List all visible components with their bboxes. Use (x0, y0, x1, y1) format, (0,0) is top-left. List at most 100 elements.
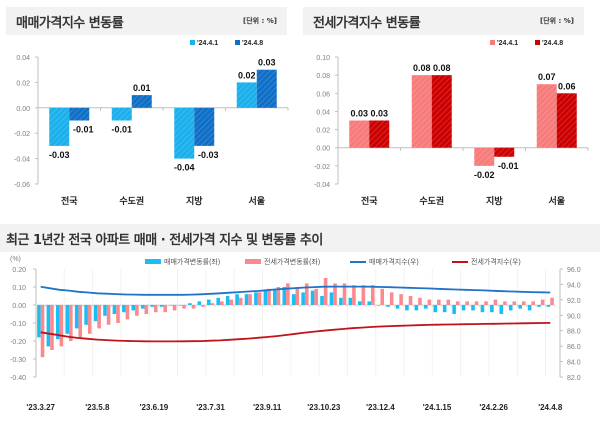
yearly-trend-chart: 0.20 0.10 0.00 -0.10 -0.20 -0.30 -0.40 (%) 96.0 9… (10, 256, 581, 412)
sale-rate-bar (395, 305, 400, 309)
sale-rate-bar (131, 305, 136, 311)
sale-rate-bar (527, 305, 532, 311)
sale-rate-bar (235, 294, 239, 305)
bar-수도권-1 (131, 95, 152, 108)
sale-rate-bar (320, 296, 324, 305)
sale-rate-bar (273, 288, 277, 305)
legend-swatch (245, 259, 261, 264)
y-tick-label: 0.00 (16, 106, 30, 113)
jeonse-rate-bar (172, 305, 177, 311)
sale-rate-bar (225, 296, 230, 305)
sale-rate-bar (499, 305, 504, 314)
jeonse-rate-bar (465, 301, 469, 305)
jeonse-rate-bar (446, 299, 451, 305)
sale-rate-bar (452, 305, 456, 314)
sale-rate-bar (37, 305, 41, 338)
jeonse-rate-bar (399, 294, 403, 305)
yearly-trend-title: 최근 1년간 전국 아파트 매매 · 전세가격 지수 및 변동률 추이 (6, 233, 323, 248)
sale-rate-bar (301, 292, 305, 305)
right-tick-label: 96.0 (567, 267, 581, 274)
bar-서울-1 (256, 69, 277, 108)
x-tick-label: 지방 (486, 195, 503, 206)
legend-label: '24.4.1 (497, 40, 518, 47)
jeonse-rate-bar (427, 299, 432, 305)
jeonse-rate-bar (229, 299, 234, 305)
data-label: -0.01 (111, 125, 132, 135)
legend-swatch (190, 40, 195, 45)
left-tick-label: 0.10 (12, 285, 26, 292)
jeonse-rate-bar (50, 305, 54, 350)
legend-label: 전세가격변동률(좌) (264, 257, 320, 266)
jeonse-change-chart: 0.100.080.060.040.020.00-0.02-0.040.03 0.… (314, 40, 589, 206)
jeonse-rate-bar (455, 301, 460, 305)
sale-rate-bar (537, 305, 541, 307)
jeonse-rate-bar (521, 301, 526, 305)
data-label: -0.04 (174, 163, 195, 173)
x-tick-label: '23.5.8 (85, 403, 110, 412)
right-tick-label: 88.0 (567, 329, 581, 336)
x-tick-label: '24.4.8 (538, 403, 563, 412)
sale-rate-bar (216, 297, 221, 305)
x-tick-label: 전국 (361, 195, 378, 206)
sale-rate-bar (197, 301, 202, 305)
jeonse-rate-bar (389, 292, 394, 305)
jeonse-change-title: 전세가격지수 변동률 (313, 16, 421, 31)
jeonse-rate-bar (163, 305, 167, 313)
sale-rate-bar (310, 290, 315, 305)
legend-label: 전세가격지수(우) (471, 257, 521, 266)
jeonse-rate-bar (418, 297, 422, 305)
sale-rate-bar (376, 305, 381, 306)
legend-label: '24.4.1 (197, 40, 218, 47)
bar-수도권-1 (431, 75, 452, 148)
jeonse-rate-bar (87, 305, 92, 334)
bar-전국-1 (369, 120, 390, 148)
data-label: -0.03 (49, 150, 70, 160)
left-tick-label: 0.00 (12, 303, 26, 310)
jeonse-rate-bar (40, 305, 45, 358)
data-label: 0.03 (350, 109, 368, 119)
bar-전국-1 (69, 107, 90, 121)
jeonse-rate-bar (380, 288, 385, 305)
jeonse-rate-bar (304, 283, 309, 305)
x-tick-label: '24.2.26 (479, 403, 508, 412)
jeonse-rate-bar (314, 288, 318, 305)
x-tick-label: 지방 (186, 195, 203, 206)
jeonse-rate-bar (550, 297, 554, 305)
sale-rate-bar (433, 305, 438, 313)
jeonse-rate-bar (512, 301, 517, 305)
legend-swatch (535, 40, 540, 45)
x-tick-label: 서울 (548, 195, 565, 206)
jeonse-rate-bar (437, 299, 441, 305)
jeonse-rate-bar (493, 299, 498, 305)
left-tick-label: 0.20 (12, 267, 26, 274)
sale-rate-bar (348, 297, 353, 305)
sale-rate-bar (291, 294, 296, 305)
sale-rate-bar (46, 305, 51, 347)
sale-rate-bar (112, 305, 117, 314)
y-tick-label: 0.10 (316, 55, 330, 62)
x-tick-label: '23.12.4 (366, 403, 395, 412)
legend-label: 매매가격변동률(좌) (164, 257, 220, 266)
sale-rate-bar (103, 305, 107, 316)
x-tick-label: '23.7.31 (196, 403, 225, 412)
sale-rate-bar (386, 305, 390, 307)
bar-지방-0 (474, 147, 495, 166)
sale-rate-bar (405, 305, 409, 311)
jeonse-rate-bar (220, 301, 224, 305)
jeonse-rate-bar (267, 288, 271, 305)
data-label: 0.02 (238, 70, 256, 80)
sale-rate-bar (263, 290, 268, 305)
jeonse-rate-bar (323, 278, 328, 305)
data-label: 0.08 (433, 63, 451, 73)
bar-전국-0 (49, 107, 70, 146)
legend-label: 매매가격지수(우) (369, 257, 419, 266)
sale-change-title: 매매가격지수 변동률 (16, 16, 124, 31)
jeonse-rate-bar (97, 305, 101, 329)
jeonse-rate-bar (333, 283, 337, 305)
legend-label: '24.4.8 (542, 40, 563, 47)
left-tick-label: -0.10 (10, 321, 26, 328)
x-tick-label: 전국 (61, 195, 78, 206)
jeonse-rate-bar (503, 301, 507, 305)
jeonse-rate-bar (352, 285, 356, 305)
data-label: 0.06 (558, 81, 576, 91)
